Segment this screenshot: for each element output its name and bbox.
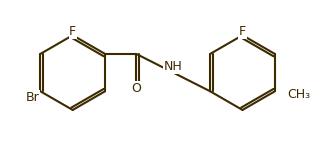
Text: F: F bbox=[69, 25, 76, 38]
Text: NH: NH bbox=[164, 60, 183, 73]
Text: CH₃: CH₃ bbox=[287, 88, 310, 101]
Text: Br: Br bbox=[25, 91, 39, 104]
Text: O: O bbox=[131, 82, 141, 95]
Text: F: F bbox=[239, 25, 246, 38]
